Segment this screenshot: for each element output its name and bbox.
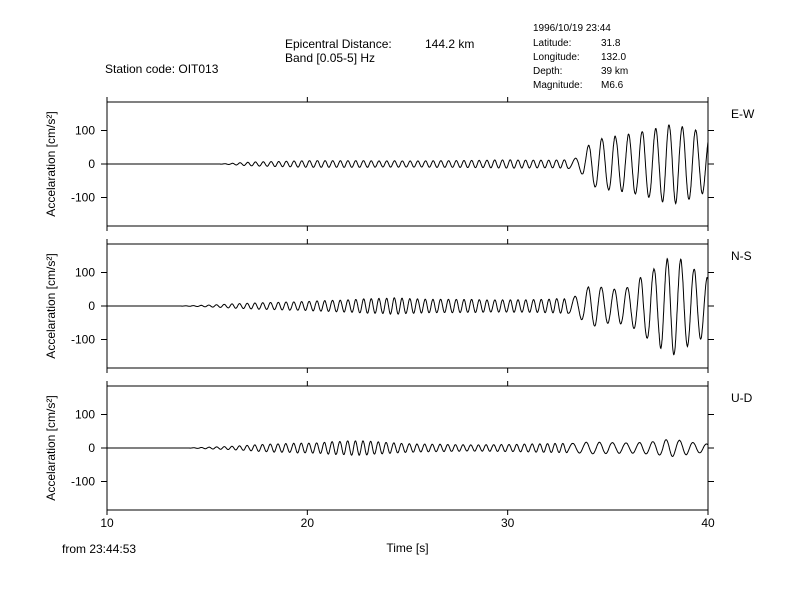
latitude-value: 31.8 [601, 38, 621, 49]
panel-u-d-ytick-label: -100 [71, 475, 95, 489]
x-tick-label: 30 [501, 516, 515, 530]
panel-e-w-waveform [107, 124, 709, 205]
panel-u-d-component-label: U-D [731, 391, 753, 405]
x-axis-label: Time [s] [386, 541, 428, 555]
start-time-label: from 23:44:53 [62, 542, 137, 556]
latitude-label: Latitude: [533, 38, 572, 49]
panel-n-s-ytick-label: -100 [71, 333, 95, 347]
panel-e-w-component-label: E-W [731, 107, 755, 121]
magnitude-label: Magnitude: [533, 80, 583, 91]
x-tick-label: 40 [701, 516, 715, 530]
panel-n-s-ytick-label: 100 [75, 265, 95, 279]
panel-u-d-ylabel: Accelaration [cm/s²] [44, 395, 58, 500]
panel-n-s-ylabel: Accelaration [cm/s²] [44, 253, 58, 358]
depth-value: 39 km [601, 66, 629, 77]
panel-n-s-component-label: N-S [731, 249, 752, 263]
panel-e-w-ylabel: Accelaration [cm/s²] [44, 111, 58, 216]
band-label: Band [0.05-5] Hz [285, 51, 376, 65]
event-datetime: 1996/10/19 23:44 [533, 23, 611, 34]
panel-u-d-ytick-label: 0 [88, 441, 95, 455]
panel-n-s-waveform [107, 257, 709, 356]
longitude-label: Longitude: [533, 52, 580, 63]
epicentral-distance-label: Epicentral Distance: [285, 37, 392, 51]
panel-e-w-ytick-label: -100 [71, 191, 95, 205]
magnitude-value: M6.6 [601, 80, 624, 91]
x-tick-label: 10 [100, 516, 114, 530]
panel-u-d-ytick-label: 100 [75, 407, 95, 421]
epicentral-distance-value: 144.2 km [425, 37, 475, 51]
x-tick-label: 20 [301, 516, 315, 530]
panel-e-w-ytick-label: 100 [75, 123, 95, 137]
panel-u-d-waveform [107, 439, 709, 458]
longitude-value: 132.0 [601, 52, 627, 63]
station-code: Station code: OIT013 [105, 62, 219, 76]
depth-label: Depth: [533, 66, 563, 77]
panel-n-s-ytick-label: 0 [88, 299, 95, 313]
panel-e-w-ytick-label: 0 [88, 157, 95, 171]
